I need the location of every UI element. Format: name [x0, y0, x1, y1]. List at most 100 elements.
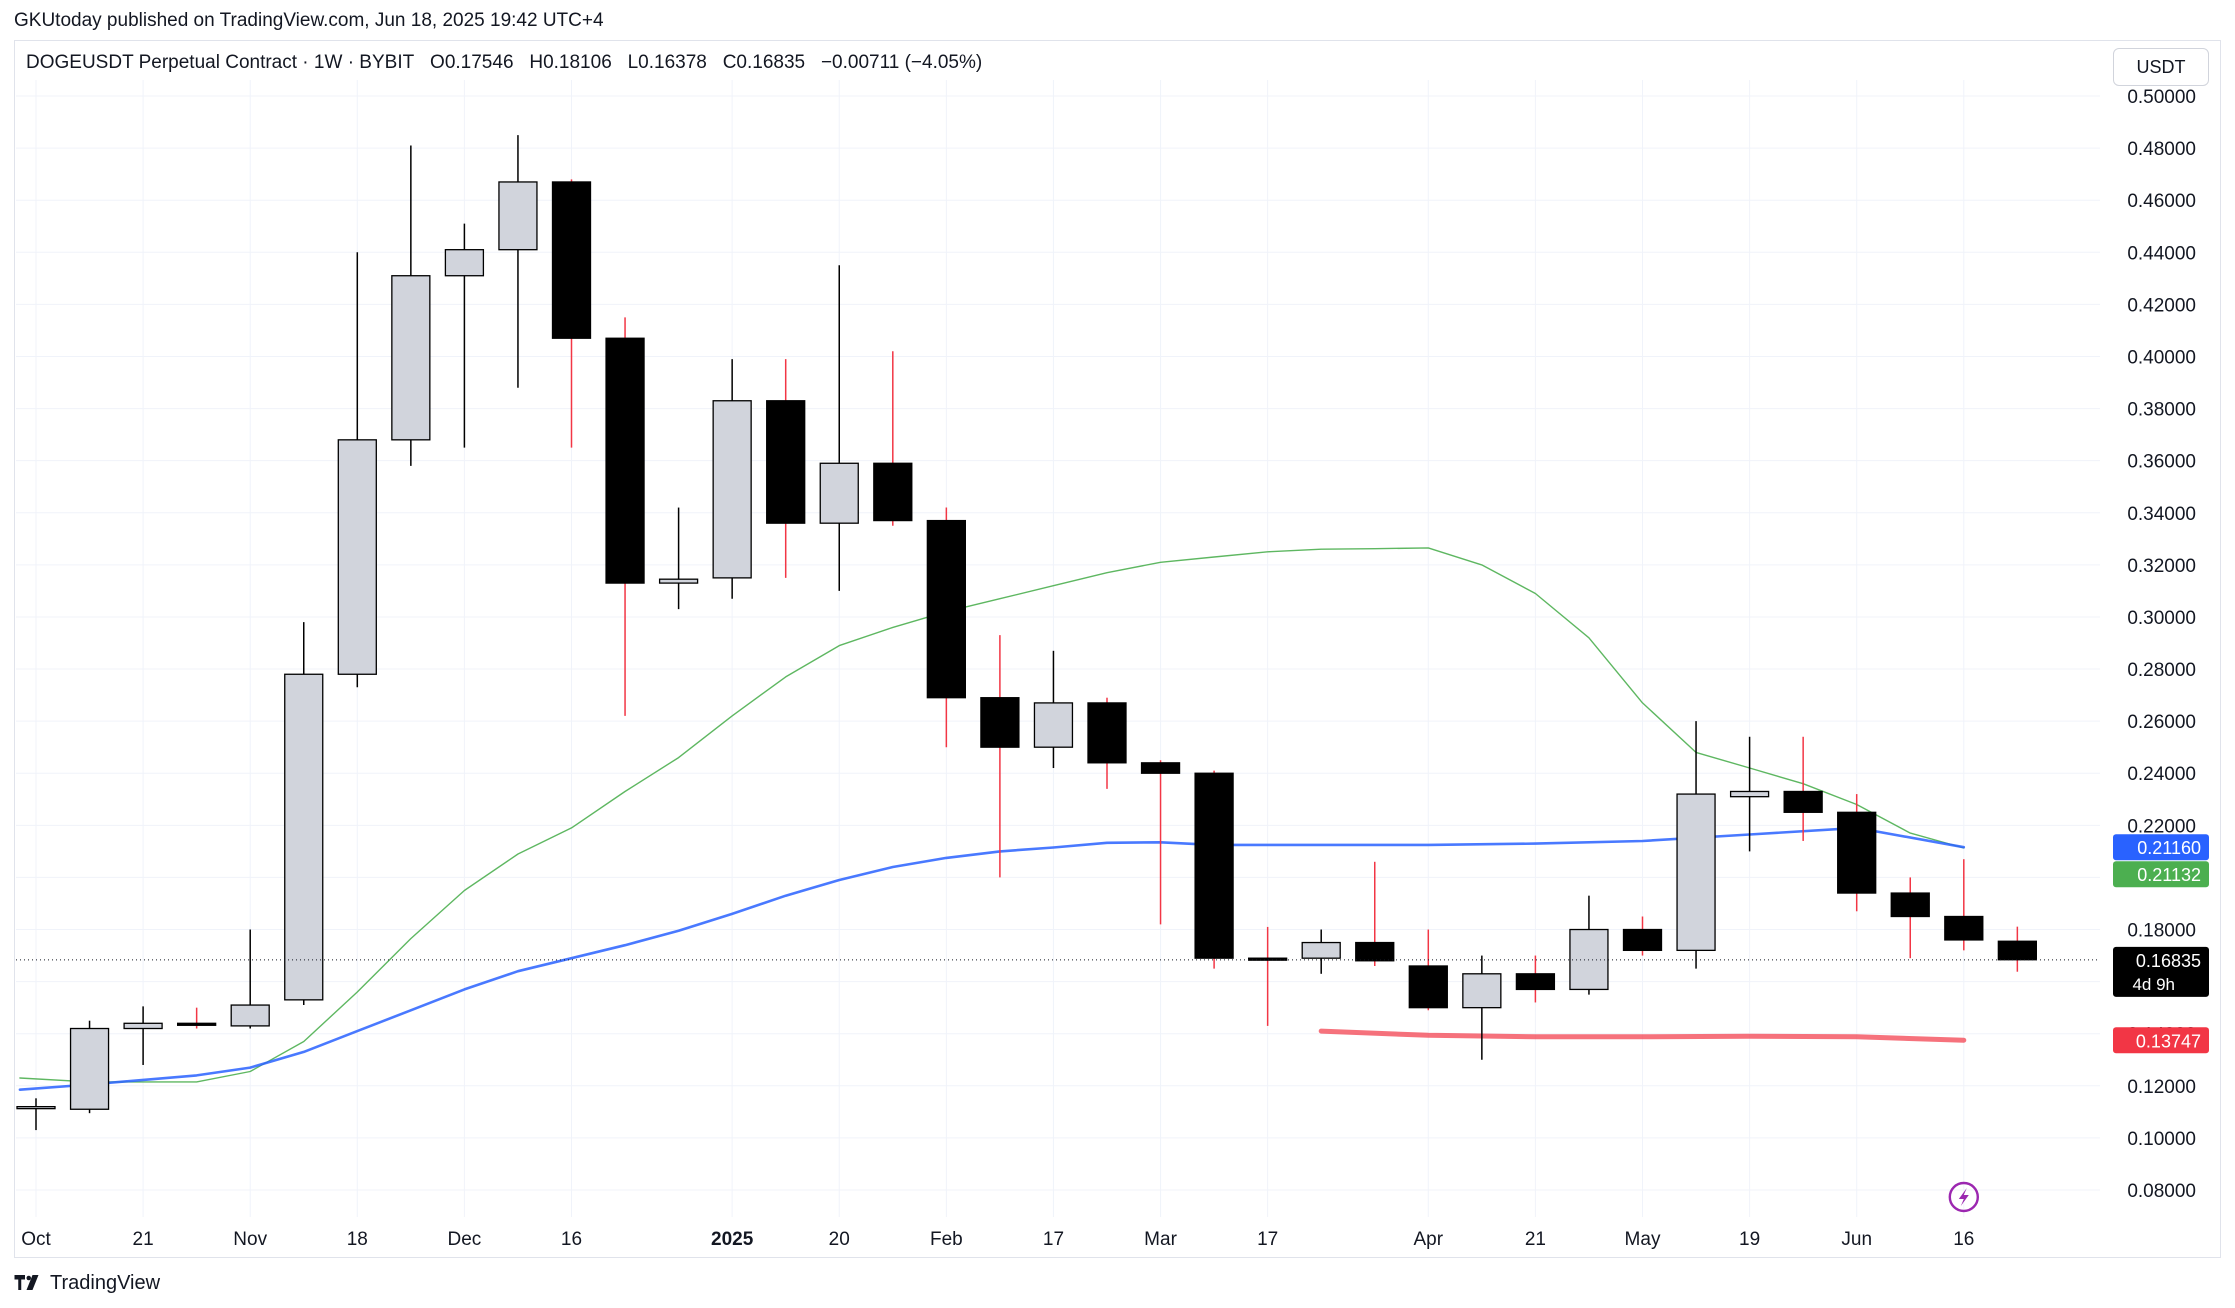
- candle-body[interactable]: [69, 1027, 110, 1110]
- candle-body[interactable]: [176, 1022, 217, 1026]
- candle-body[interactable]: [1408, 965, 1448, 1009]
- candle-body[interactable]: [1301, 941, 1341, 959]
- x-tick-label: 16: [1953, 1229, 1974, 1250]
- candle-body[interactable]: [1515, 973, 1556, 991]
- x-tick-label: May: [1625, 1229, 1661, 1250]
- candle-body[interactable]: [16, 1105, 56, 1110]
- y-tick-label: 0.12000: [2127, 1077, 2196, 1098]
- candle-body[interactable]: [1087, 702, 1127, 764]
- y-tick-label: 0.38000: [2127, 400, 2196, 421]
- y-tick-label: 0.22000: [2127, 816, 2196, 837]
- candle-body[interactable]: [873, 462, 913, 522]
- chart-frame: [14, 40, 2221, 1258]
- y-tick-label: 0.32000: [2127, 556, 2196, 577]
- support-price-label: 0.13747: [2136, 1031, 2201, 1051]
- y-tick-label: 0.08000: [2127, 1181, 2196, 1202]
- candle-body[interactable]: [1729, 790, 1770, 798]
- candle-body[interactable]: [1676, 793, 1716, 952]
- ma-blue-price-label: 0.21160: [2137, 838, 2201, 858]
- ma-blue-line: [18, 826, 1966, 1091]
- candle-body[interactable]: [766, 400, 806, 524]
- footer-brand[interactable]: TradingView: [14, 1272, 160, 1295]
- y-tick-label: 0.36000: [2127, 452, 2196, 473]
- x-tick-label: 21: [133, 1229, 154, 1250]
- candle-body[interactable]: [230, 1004, 270, 1027]
- x-tick-label: Feb: [930, 1229, 963, 1250]
- x-tick-label: 19: [1739, 1229, 1760, 1250]
- support-price-tag: [2113, 1027, 2209, 1054]
- y-tick-label: 0.40000: [2127, 347, 2196, 368]
- candle-body[interactable]: [1194, 772, 1234, 959]
- y-tick-label: 0.42000: [2127, 295, 2196, 316]
- legend-low: L0.16378: [627, 52, 707, 73]
- candle-body[interactable]: [1783, 790, 1823, 813]
- y-tick-label: 0.24000: [2127, 764, 2196, 785]
- candle-body[interactable]: [819, 462, 859, 524]
- candle-body[interactable]: [605, 337, 645, 584]
- x-tick-label: Nov: [233, 1229, 267, 1250]
- candle-body[interactable]: [498, 181, 538, 251]
- x-tick-label: 2025: [711, 1229, 754, 1250]
- x-tick-label: Dec: [448, 1229, 482, 1250]
- y-tick-label: 0.48000: [2127, 139, 2196, 160]
- y-tick-label: 0.18000: [2127, 921, 2196, 942]
- tradingview-logo-icon: [14, 1274, 39, 1290]
- currency-button[interactable]: USDT: [2113, 48, 2209, 86]
- last-price-countdown: 4d 9h: [2132, 975, 2175, 994]
- symbol-title[interactable]: DOGEUSDT Perpetual Contract · 1W · BYBIT: [26, 52, 415, 73]
- legend-change: −0.00711 (−4.05%): [820, 52, 983, 73]
- candle-body[interactable]: [1944, 915, 1984, 941]
- x-tick-label: Mar: [1144, 1229, 1177, 1250]
- y-tick-label: 0.46000: [2127, 191, 2196, 212]
- candle-body[interactable]: [1997, 940, 2037, 961]
- candle-body[interactable]: [658, 578, 699, 584]
- legend-high: H0.18106: [529, 52, 612, 73]
- candle-body[interactable]: [551, 181, 592, 339]
- symbol-legend: DOGEUSDT Perpetual Contract · 1W · BYBIT…: [26, 52, 982, 74]
- candle-body[interactable]: [980, 697, 1020, 748]
- candle-body[interactable]: [123, 1022, 163, 1030]
- x-tick-label: 17: [1257, 1229, 1278, 1250]
- candle-body[interactable]: [1837, 811, 1877, 894]
- y-tick-label: 0.44000: [2127, 243, 2196, 264]
- x-tick-label: Oct: [21, 1229, 51, 1250]
- last-price-tag: [2113, 946, 2209, 997]
- ma-green-line: [19, 547, 1965, 1083]
- y-tick-label: 0.28000: [2127, 660, 2196, 681]
- candle-body[interactable]: [1033, 702, 1074, 748]
- y-tick-label: 0.50000: [2127, 87, 2196, 108]
- ma-green-price-tag: [2113, 861, 2209, 888]
- candle-body[interactable]: [337, 439, 377, 675]
- candle-body[interactable]: [1140, 762, 1181, 774]
- candle-body[interactable]: [391, 275, 431, 441]
- x-tick-label: 20: [829, 1229, 850, 1250]
- footer-brand-label: TradingView: [50, 1272, 161, 1294]
- ma-blue-price-tag: [2113, 834, 2209, 861]
- candle-body[interactable]: [1890, 892, 1930, 918]
- candle-body[interactable]: [444, 249, 485, 277]
- lightning-bolt-icon: [1958, 1188, 1969, 1206]
- candle-body[interactable]: [284, 673, 324, 1001]
- x-tick-label: 16: [561, 1229, 582, 1250]
- y-tick-label: 0.30000: [2127, 608, 2196, 629]
- publisher-line: GKUtoday published on TradingView.com, J…: [14, 10, 604, 31]
- y-tick-label: 0.26000: [2127, 712, 2196, 733]
- candle-body[interactable]: [1462, 973, 1502, 1009]
- candle-body[interactable]: [1248, 957, 1288, 961]
- ma-green-price-label: 0.21132: [2137, 865, 2201, 885]
- x-tick-label: 21: [1525, 1229, 1546, 1250]
- x-tick-label: Jun: [1841, 1229, 1872, 1250]
- candle-body[interactable]: [712, 400, 752, 579]
- y-tick-label: 0.34000: [2127, 504, 2196, 525]
- candle-body[interactable]: [926, 519, 966, 699]
- x-tick-label: 17: [1043, 1229, 1064, 1250]
- y-tick-label: 0.10000: [2127, 1129, 2196, 1150]
- support-red-line: [1318, 1028, 1967, 1043]
- candle-body[interactable]: [1622, 928, 1663, 952]
- x-tick-label: 18: [347, 1229, 368, 1250]
- legend-close: C0.16835: [722, 52, 806, 73]
- lightning-badge-icon[interactable]: [1948, 1181, 1980, 1213]
- candle-body[interactable]: [1355, 941, 1395, 962]
- legend-open: O0.17546: [430, 52, 514, 73]
